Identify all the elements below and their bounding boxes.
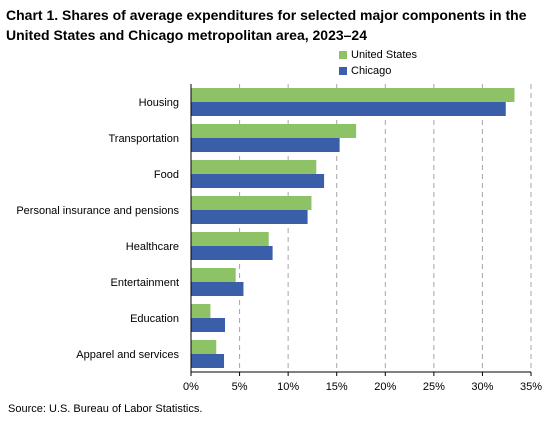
x-tick-label: 0% [183, 381, 199, 393]
bar-chicago-food [191, 174, 325, 188]
legend-item-united-states: United States [339, 47, 417, 63]
bar-united-states-entertainment [191, 268, 236, 282]
bar-chicago-housing [191, 102, 506, 116]
bar-chicago-apparel-and-services [191, 354, 225, 368]
category-label-education: Education [130, 313, 179, 325]
bar-united-states-apparel-and-services [191, 340, 217, 354]
x-tick-label: 5% [232, 381, 248, 393]
legend-item-chicago: Chicago [339, 63, 417, 79]
category-label-housing: Housing [139, 97, 179, 109]
source-note: Source: U.S. Bureau of Labor Statistics. [8, 403, 203, 415]
bar-united-states-housing [191, 88, 515, 102]
category-label-food: Food [154, 169, 179, 181]
bar-united-states-transportation [191, 124, 357, 138]
bar-chicago-entertainment [191, 282, 244, 296]
legend-swatch-united-states [339, 51, 347, 59]
bar-united-states-education [191, 304, 211, 318]
category-label-apparel-and-services: Apparel and services [76, 349, 179, 361]
x-tick-label: 25% [423, 381, 445, 393]
category-label-entertainment: Entertainment [111, 277, 179, 289]
category-label-personal-insurance-and-pensions: Personal insurance and pensions [16, 205, 179, 217]
x-tick-label: 30% [471, 381, 493, 393]
bar-chicago-personal-insurance-and-pensions [191, 210, 308, 224]
category-label-transportation: Transportation [108, 133, 179, 145]
category-label-healthcare: Healthcare [126, 241, 179, 253]
legend-label-united-states: United States [351, 49, 418, 61]
bar-united-states-healthcare [191, 232, 269, 246]
legend: United States Chicago [339, 47, 417, 79]
bar-united-states-personal-insurance-and-pensions [191, 196, 312, 210]
bar-chicago-education [191, 318, 225, 332]
bar-united-states-food [191, 160, 317, 174]
x-tick-label: 10% [277, 381, 299, 393]
legend-label-chicago: Chicago [351, 65, 392, 77]
chart-title: Chart 1. Shares of average expenditures … [6, 7, 527, 43]
x-tick-label: 20% [374, 381, 396, 393]
x-tick-label: 15% [326, 381, 348, 393]
legend-swatch-chicago [339, 67, 347, 75]
x-tick-label: 35% [520, 381, 542, 393]
bar-chicago-healthcare [191, 246, 273, 260]
bar-chicago-transportation [191, 138, 340, 152]
